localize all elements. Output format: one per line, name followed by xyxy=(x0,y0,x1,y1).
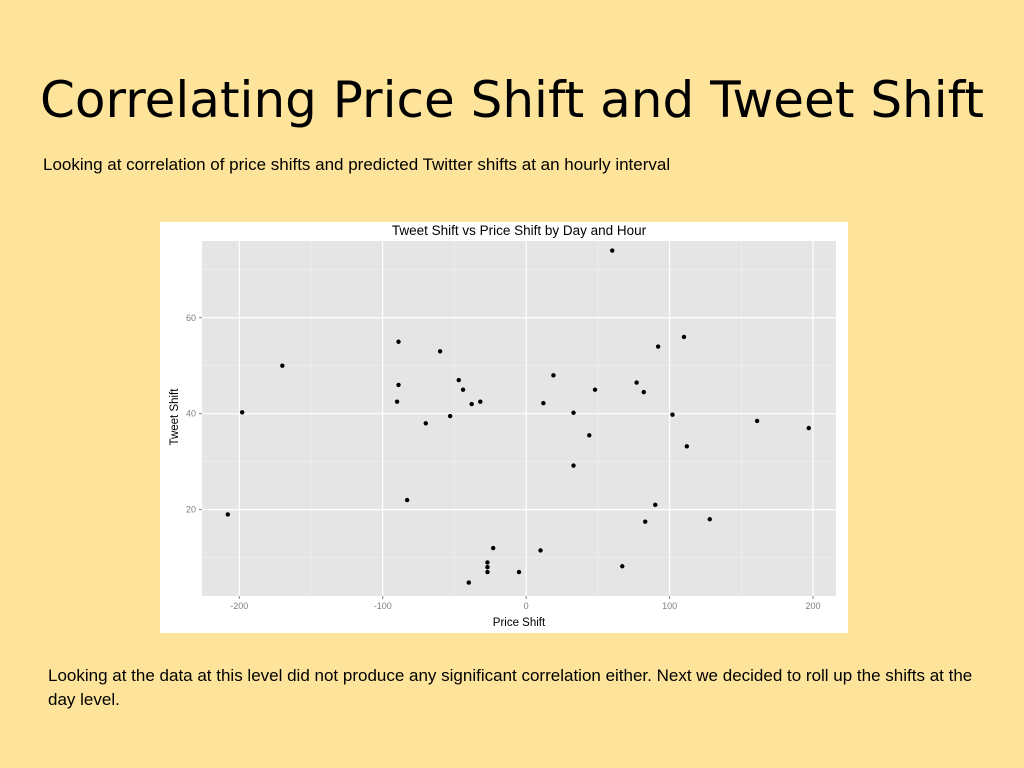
data-point xyxy=(754,418,760,424)
data-point xyxy=(423,421,428,426)
data-point xyxy=(280,363,285,368)
chart-title: Tweet Shift vs Price Shift by Day and Ho… xyxy=(392,223,647,238)
x-tick-label: 0 xyxy=(524,601,529,611)
data-point xyxy=(394,399,400,404)
data-point xyxy=(643,519,648,524)
data-point xyxy=(485,569,490,575)
data-point xyxy=(641,389,646,395)
data-point xyxy=(396,339,401,344)
data-point xyxy=(239,410,245,415)
data-point xyxy=(655,344,661,349)
data-point xyxy=(707,517,712,522)
data-point xyxy=(670,412,675,417)
x-tick-label: -200 xyxy=(230,601,248,611)
data-point xyxy=(485,565,490,570)
data-point xyxy=(610,248,615,253)
data-point xyxy=(225,512,231,517)
data-points xyxy=(225,248,811,585)
data-point xyxy=(541,400,546,406)
data-point xyxy=(684,444,690,449)
scatter-chart-svg: Tweet Shift vs Price Shift by Day and Ho… xyxy=(169,223,836,629)
x-tick-label: -100 xyxy=(374,601,392,611)
x-tick-label: 200 xyxy=(806,601,821,611)
data-point xyxy=(620,564,625,569)
y-tick-label: 20 xyxy=(186,505,196,515)
plot-panel xyxy=(202,241,836,596)
data-point xyxy=(806,425,811,431)
gridlines xyxy=(202,241,836,596)
x-tick-label: 100 xyxy=(662,601,677,611)
y-tick-label: 40 xyxy=(186,409,196,419)
data-point xyxy=(538,548,543,553)
y-tick-label: 60 xyxy=(186,313,196,323)
data-point xyxy=(587,433,592,438)
y-axis-label: Tweet Shift xyxy=(169,388,181,446)
data-point xyxy=(437,349,443,354)
scatter-chart: Tweet Shift vs Price Shift by Day and Ho… xyxy=(160,222,848,633)
data-point xyxy=(460,387,466,392)
data-point xyxy=(634,380,639,385)
data-point xyxy=(404,497,410,503)
data-point xyxy=(592,387,598,392)
data-point xyxy=(571,463,576,468)
axis-ticks: -200 -100 0 100 200 20 40 60 xyxy=(186,313,821,611)
slide-subtitle: Looking at correlation of price shifts a… xyxy=(43,155,671,174)
data-point xyxy=(456,377,461,383)
data-point xyxy=(681,334,687,340)
data-point xyxy=(469,401,474,407)
data-point xyxy=(485,560,490,565)
conclusion-text: Looking at the data at this level did no… xyxy=(48,666,973,709)
data-point xyxy=(478,399,483,404)
data-point xyxy=(571,410,576,415)
data-point xyxy=(516,569,522,575)
x-axis-label: Price Shift xyxy=(493,617,546,629)
data-point xyxy=(447,413,453,419)
data-point xyxy=(490,545,496,551)
data-point xyxy=(653,502,658,508)
slide-title: Correlating Price Shift and Tweet Shift xyxy=(40,71,984,129)
data-point xyxy=(466,580,471,585)
data-point xyxy=(396,382,401,388)
data-point xyxy=(551,373,556,378)
